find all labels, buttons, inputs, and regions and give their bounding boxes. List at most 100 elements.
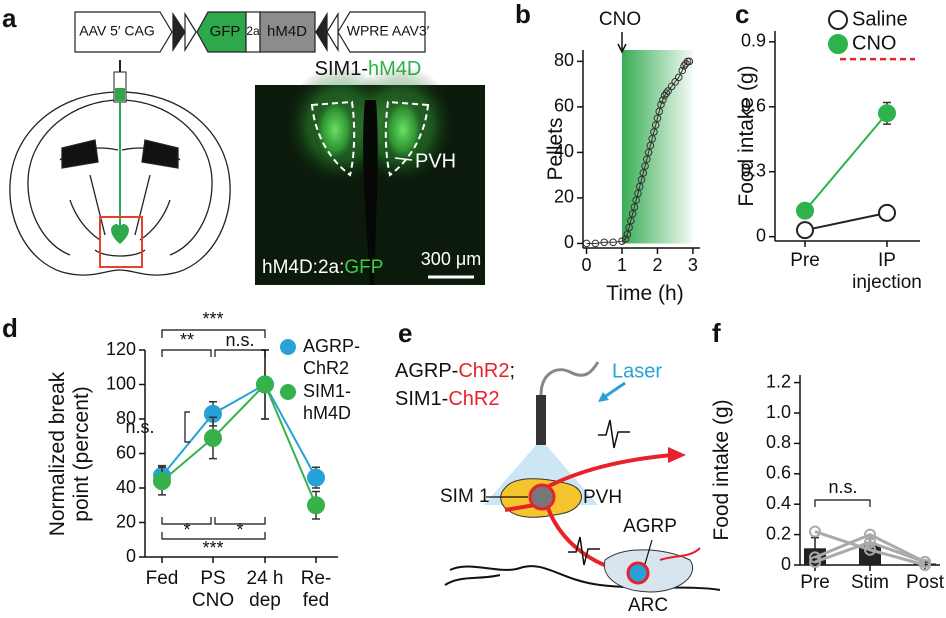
individual-line	[814, 540, 926, 564]
data-point	[600, 238, 609, 247]
data-point	[878, 104, 896, 123]
pvh-outline	[310, 100, 356, 177]
spike-trace	[568, 536, 600, 566]
significance-bracket	[161, 349, 212, 357]
construct-triangle	[184, 11, 197, 53]
data-point	[630, 203, 639, 211]
agrp-neuron	[626, 561, 650, 585]
y-tick-label: 0	[564, 232, 574, 252]
dendrite	[504, 503, 536, 512]
optic-cable	[539, 361, 600, 396]
error-bar	[811, 536, 819, 560]
pvh-target	[111, 224, 129, 244]
panel-label: c	[735, 0, 749, 29]
spike-trace	[598, 419, 630, 449]
construct-label: GFP	[210, 23, 241, 40]
brain-contour	[27, 99, 121, 256]
data-point	[204, 428, 222, 447]
individual-point	[809, 525, 821, 538]
construct-box	[259, 11, 316, 53]
brain-contour	[119, 99, 213, 256]
data-point	[634, 189, 642, 198]
y-tick-label: 0.9	[741, 31, 766, 51]
significance-bracket	[214, 349, 266, 357]
data-point	[623, 230, 632, 239]
dendrite	[659, 547, 701, 561]
y-axis-label: Normalized break point (percent)	[46, 371, 93, 536]
individual-point	[919, 555, 931, 568]
y-axis-label: Food intake (g)	[710, 399, 733, 541]
syringe	[99, 60, 143, 268]
y-tick-label: 20	[554, 187, 574, 207]
data-point	[678, 66, 687, 75]
region-pointer	[394, 157, 413, 161]
y-tick-label: 0.2	[766, 523, 791, 543]
construct-triangle	[172, 12, 186, 52]
data-point	[621, 235, 630, 243]
y-tick-label: 120	[106, 339, 136, 359]
data-point	[627, 216, 635, 225]
panel-label: d	[2, 313, 18, 343]
data-point	[637, 175, 646, 184]
series-line	[161, 383, 317, 479]
x-tick-label: PS CNO	[191, 568, 235, 611]
data-point	[153, 472, 171, 491]
pvh-outline	[384, 100, 430, 177]
construct-label: WPRE AAV3′	[347, 23, 430, 39]
y-tick-label: 0	[126, 546, 136, 566]
data-point	[644, 148, 653, 157]
annotation-arrow	[617, 32, 627, 54]
panel-label: e	[398, 318, 412, 348]
data-point	[878, 203, 896, 222]
pvh-label: PVH	[583, 487, 622, 508]
y-tick-label: 1.0	[766, 402, 791, 422]
sim1-label: SIM 1	[440, 486, 490, 507]
image-caption: hM4D:2a:GFP	[262, 257, 383, 278]
significance-bracket	[184, 411, 190, 443]
data-point	[655, 107, 664, 116]
data-point	[625, 223, 633, 232]
laser-label: Laser	[612, 360, 662, 382]
panel-label: a	[2, 3, 17, 33]
x-tick-label: Pre	[790, 250, 820, 271]
y-tick-label: 0.6	[741, 96, 766, 116]
significance-bracket	[161, 532, 266, 540]
data-point	[307, 468, 325, 487]
data-point	[685, 57, 694, 66]
region-box	[99, 216, 143, 268]
series-line	[161, 382, 317, 506]
sim1-neuron	[528, 483, 556, 511]
y-tick-label: 60	[116, 442, 136, 462]
y-tick-label: 1.2	[766, 371, 791, 391]
individual-point	[864, 536, 876, 549]
individual-line	[814, 530, 926, 567]
x-axis-label: Time (h)	[606, 282, 684, 305]
significance-label: *	[183, 520, 190, 540]
significance-label: *	[236, 520, 243, 540]
brain-contour	[89, 174, 151, 236]
panel-label: f	[712, 318, 721, 348]
brain-tract	[141, 139, 179, 169]
x-tick-label: IP injection	[852, 250, 922, 293]
x-tick-label: Pre	[800, 572, 830, 593]
region-label: PVH	[415, 150, 456, 172]
axon-arrow	[668, 447, 686, 463]
y-axis-label: Food intake (g)	[735, 65, 758, 207]
y-tick-label: 0.8	[766, 432, 791, 452]
laser-arrowhead	[598, 392, 609, 402]
y-axis-label: Pellets	[544, 117, 567, 181]
syringe-fluid	[115, 88, 125, 101]
significance-bracket	[161, 329, 266, 338]
y-tick-label: 20	[116, 511, 136, 531]
data-point	[609, 238, 617, 247]
x-tick-label: 0	[582, 255, 592, 275]
data-point	[796, 201, 814, 220]
data-point	[635, 182, 644, 191]
legend-label: SIM1-hM4D	[303, 381, 352, 423]
genotype-part: ChR2	[448, 388, 499, 410]
laser-arrow	[602, 381, 626, 400]
y-tick-label: 40	[116, 477, 136, 497]
genotype-part: ;	[509, 360, 515, 382]
